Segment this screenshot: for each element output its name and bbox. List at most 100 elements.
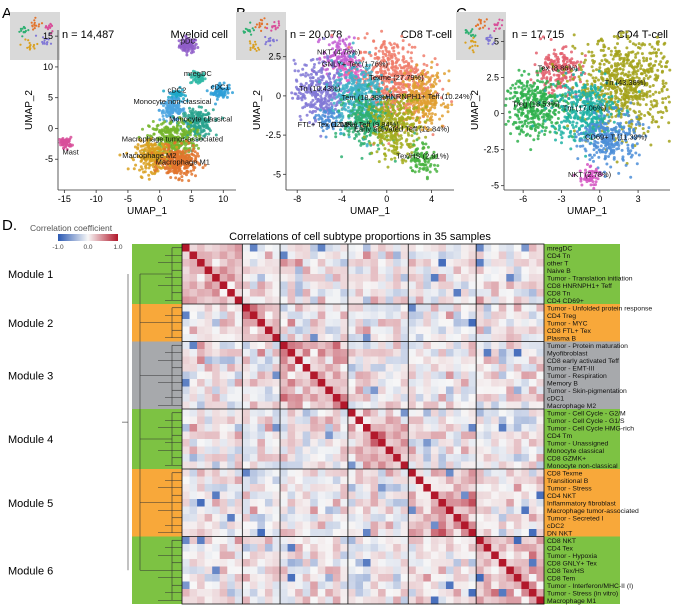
inset-point — [45, 37, 48, 41]
inset-point — [32, 43, 36, 47]
scatter-point — [352, 105, 356, 109]
scatter-point — [610, 64, 614, 68]
cluster-label: pDC — [181, 36, 197, 45]
inset-point — [257, 46, 260, 49]
scatter-point — [622, 59, 626, 63]
scatter-point — [397, 51, 401, 55]
scatter-point — [632, 87, 636, 91]
scatter-point — [206, 113, 210, 116]
inset-point — [265, 27, 269, 30]
scatter-point — [126, 167, 130, 171]
scatter-point — [199, 75, 203, 78]
scatter-point — [663, 41, 667, 45]
cluster-label: Monocyte non-classical — [133, 97, 211, 106]
inset-point — [265, 41, 268, 44]
scatter-point — [661, 101, 665, 105]
y-tick-label: 0 — [494, 109, 499, 119]
panel-a: A. n = 14,487 Myeloid cell -15 -10 -5 0 5 10-… — [2, 5, 236, 217]
scatter-point — [664, 81, 668, 85]
scatter-point — [165, 171, 169, 175]
scatter-point — [179, 124, 183, 128]
scatter-point — [657, 62, 661, 66]
scatter-point — [431, 74, 435, 78]
scatter-point — [383, 45, 387, 49]
scatter-point — [337, 113, 341, 117]
scatter-point — [392, 52, 396, 56]
scatter-point — [377, 160, 381, 164]
scatter-point — [194, 42, 198, 46]
scatter-point — [207, 127, 211, 131]
scatter-point — [338, 39, 342, 43]
inset-point — [278, 24, 281, 27]
scatter-point — [631, 65, 635, 69]
scatter-point — [178, 99, 182, 103]
scatter-point — [189, 128, 193, 132]
scatter-point — [571, 44, 575, 48]
scatter-point — [185, 99, 189, 103]
scatter-point — [296, 97, 300, 100]
scatter-point — [402, 60, 406, 64]
scatter-point — [571, 77, 575, 81]
scatter-point — [182, 171, 186, 175]
scatter-point — [174, 166, 178, 170]
scatter-point — [143, 143, 147, 147]
scatter-point — [431, 133, 435, 137]
scatter-point — [591, 76, 595, 80]
y-axis-label: UMAP_2 — [470, 90, 481, 130]
scatter-point — [583, 58, 587, 62]
scatter-point — [176, 149, 180, 153]
scatter-point — [168, 130, 171, 134]
scatter-point — [405, 67, 409, 71]
scatter-point — [665, 109, 669, 113]
scatter-point — [185, 53, 189, 57]
scatter-point — [426, 70, 430, 74]
y-tick-label: 10 — [43, 62, 53, 72]
scatter-point — [222, 81, 226, 85]
scatter-point — [651, 118, 655, 122]
scatter-point — [651, 92, 655, 96]
scatter-point — [390, 54, 394, 58]
scatter-point — [660, 89, 664, 93]
cluster-label: cDC1 — [211, 83, 230, 92]
scatter-point — [339, 69, 343, 73]
scatter-point — [191, 44, 194, 48]
scatter-point — [529, 78, 533, 82]
scatter-point — [395, 145, 399, 149]
scatter-point — [383, 157, 387, 161]
scatter-point — [362, 135, 366, 139]
scatter-point — [373, 53, 377, 56]
x-tick-label: 0 — [157, 194, 162, 204]
scatter-point — [343, 42, 347, 45]
inset-point — [248, 40, 251, 43]
scatter-point — [426, 145, 430, 149]
scatter-point — [328, 77, 332, 81]
scatter-point — [194, 174, 197, 178]
scatter-point — [566, 124, 570, 128]
inset-point — [276, 26, 279, 29]
y-tick-label: 0 — [276, 91, 281, 101]
cluster-points — [177, 34, 200, 57]
scatter-point — [547, 91, 551, 95]
scatter-point — [189, 115, 193, 119]
inset-point — [21, 27, 24, 30]
scatter-point — [173, 91, 177, 95]
scatter-point — [378, 134, 382, 138]
scatter-point — [636, 62, 640, 66]
scatter-point — [202, 71, 206, 75]
scatter-point — [628, 107, 632, 111]
scatter-point — [154, 146, 158, 150]
scatter-point — [350, 71, 354, 75]
scatter-point — [650, 45, 654, 49]
scatter-point — [363, 79, 367, 83]
inset-point — [49, 25, 52, 29]
scatter-point — [596, 39, 600, 43]
scatter-point — [585, 79, 589, 83]
scatter-point — [355, 103, 359, 107]
inset-point — [33, 21, 36, 24]
scatter-point — [180, 150, 184, 154]
scatter-point — [422, 167, 426, 171]
scatter-point — [192, 127, 196, 131]
scatter-point — [428, 76, 432, 80]
scatter-point — [629, 50, 633, 54]
scatter-point — [654, 120, 658, 124]
